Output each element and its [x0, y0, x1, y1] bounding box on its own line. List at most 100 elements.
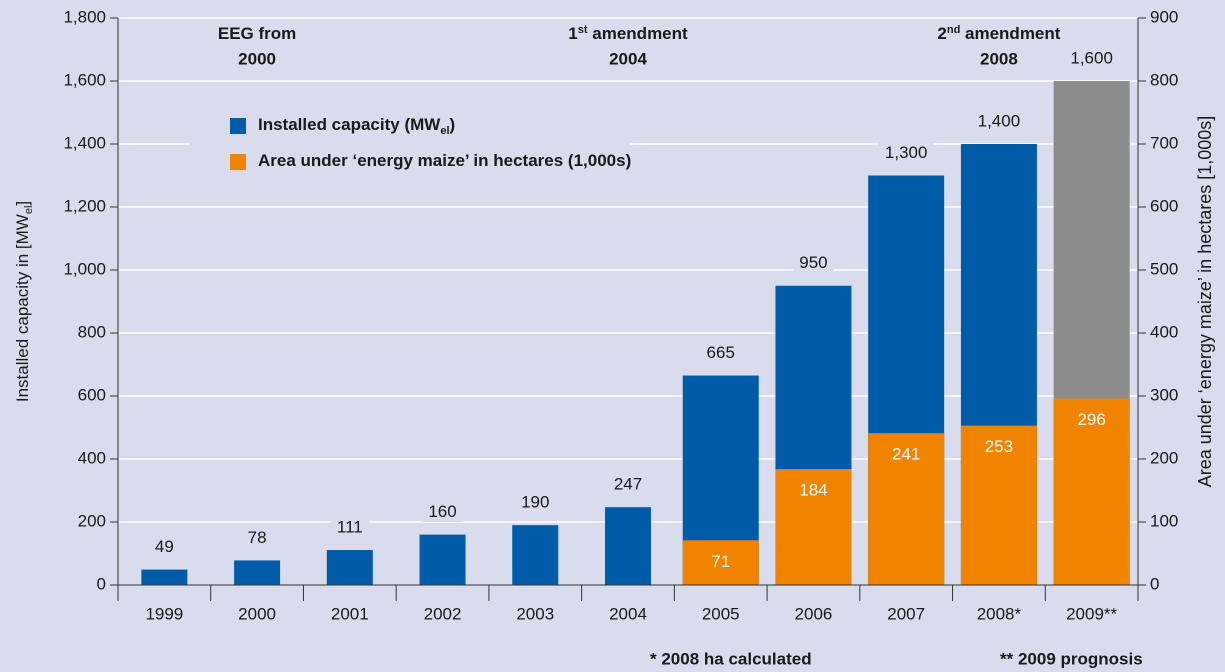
footnote: * 2008 ha calculated [650, 649, 812, 668]
x-tick-label: 2008* [977, 604, 1022, 623]
y2-tick-label: 500 [1150, 259, 1178, 278]
y2-axis-label: Area under ‘energy maize’ in hectares [1… [1195, 116, 1215, 488]
y-tick-label: 800 [78, 322, 106, 341]
y-label-sub: el [23, 206, 35, 215]
data-label: 111 [337, 518, 363, 537]
annotation-part: amendment [588, 24, 688, 43]
data-label: 49 [155, 537, 174, 556]
data-label-bg [878, 141, 934, 163]
data-label-bg [422, 501, 463, 523]
y-tick-label: 600 [78, 385, 106, 404]
data-label-bg [607, 473, 649, 495]
x-tick-label: 2002 [424, 604, 462, 623]
y2-tick-label: 800 [1150, 70, 1178, 89]
annotation-bg [929, 20, 1069, 76]
bar [775, 469, 852, 585]
footnote: ** 2009 prognosis [1000, 649, 1143, 668]
data-label-bg [515, 491, 556, 513]
x-tick-label: 2001 [331, 604, 369, 623]
y2-tick-label: 400 [1150, 322, 1178, 341]
y2-tick-label: 300 [1150, 385, 1178, 404]
x-tick-label: 2006 [795, 604, 833, 623]
legend-label: Installed capacity (MWel) [258, 115, 455, 136]
annotation-year: 2004 [609, 49, 647, 68]
legend-swatch [230, 118, 246, 134]
annotation: 1st amendment [568, 24, 688, 44]
data-label: 184 [799, 481, 827, 500]
data-label: 71 [711, 552, 730, 571]
annotation-part: nd [947, 24, 960, 36]
y-tick-label: 1,400 [63, 133, 106, 152]
bar [326, 550, 373, 585]
y2-tick-label: 100 [1150, 511, 1178, 530]
legend-swatch [230, 154, 246, 170]
data-label-bg [330, 516, 369, 538]
data-label-bg [1064, 47, 1119, 69]
y-tick-label: 200 [78, 511, 106, 530]
x-tick-label: 2009** [1066, 604, 1117, 623]
legend-text: Installed capacity (MW [258, 115, 441, 134]
annotation: 2nd amendment [937, 24, 1060, 44]
legend-sub: el [440, 125, 449, 137]
data-label: 1,600 [1070, 48, 1113, 67]
annotation: EEG from [218, 24, 296, 43]
bar [1053, 398, 1130, 585]
x-tick-label: 2000 [238, 604, 276, 623]
data-label: 241 [892, 445, 920, 464]
annotation-part: 1 [568, 24, 577, 43]
y-tick-label: 1,600 [63, 70, 106, 89]
data-label: 1,400 [978, 111, 1021, 130]
x-tick-label: 2004 [609, 604, 647, 623]
bar [605, 507, 651, 585]
y-label-text: Installed capacity in [MW [13, 214, 32, 402]
x-tick-label: 1999 [145, 604, 183, 623]
bar [419, 534, 466, 585]
data-label-bg [793, 252, 834, 274]
annotation-bg [209, 20, 305, 76]
y2-tick-label: 600 [1150, 196, 1178, 215]
y2-tick-label: 200 [1150, 448, 1178, 467]
annotation-bg [560, 20, 697, 76]
data-label: 160 [428, 502, 456, 521]
legend-after: ) [450, 115, 456, 134]
x-tick-label: 2003 [516, 604, 554, 623]
bar [234, 560, 281, 585]
data-label-bg [148, 536, 180, 558]
bar [868, 433, 945, 585]
y-axis-label: Installed capacity in [MWel] [13, 201, 34, 402]
data-label: 296 [1077, 410, 1105, 429]
data-label: 190 [521, 493, 549, 512]
y-tick-label: 1,200 [63, 196, 106, 215]
y-tick-label: 400 [78, 448, 106, 467]
annotation-part: st [578, 24, 588, 36]
annotation-part: amendment [960, 24, 1060, 43]
legend-bg [190, 106, 630, 182]
data-label: 247 [614, 475, 642, 494]
legend-label: Area under ‘energy maize’ in hectares (1… [258, 151, 631, 170]
y-tick-label: 0 [97, 574, 106, 593]
y2-tick-label: 700 [1150, 133, 1178, 152]
y-label-after: ] [13, 201, 32, 206]
annotation-part: 2 [937, 24, 946, 43]
bar [141, 569, 188, 585]
data-label: 950 [799, 253, 827, 272]
data-label: 78 [248, 528, 267, 547]
annotation-year: 2000 [238, 49, 276, 68]
x-tick-label: 2007 [887, 604, 925, 623]
data-label: 1,300 [885, 143, 928, 162]
y2-tick-label: 0 [1150, 574, 1159, 593]
data-label: 253 [985, 437, 1013, 456]
data-label-bg [700, 342, 741, 364]
legend-text: Area under ‘energy maize’ in hectares (1… [258, 151, 631, 170]
bar [512, 525, 559, 585]
bar [960, 425, 1037, 585]
data-label-bg [971, 110, 1027, 132]
data-label-bg [241, 526, 273, 548]
annotation-part: EEG from [218, 24, 296, 43]
bar [682, 540, 759, 585]
y-tick-label: 1,800 [63, 7, 106, 26]
annotation-year: 2008 [980, 49, 1018, 68]
data-label: 665 [707, 343, 735, 362]
y2-tick-label: 900 [1150, 7, 1178, 26]
